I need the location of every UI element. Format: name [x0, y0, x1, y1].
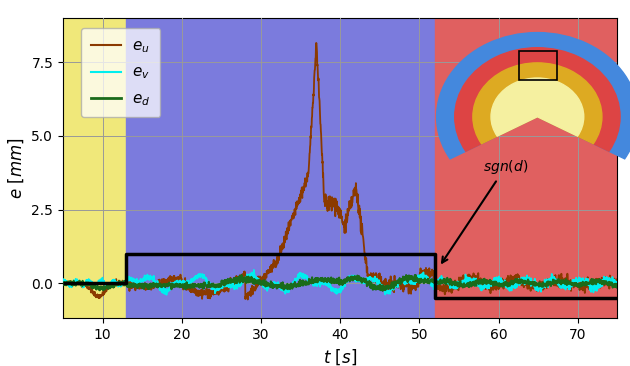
Bar	[63, 18, 127, 318]
Wedge shape	[455, 48, 620, 151]
X-axis label: $t\ [s]$: $t\ [s]$	[323, 348, 357, 366]
Wedge shape	[491, 78, 584, 136]
Text: $sgn(d)$: $sgn(d)$	[442, 158, 528, 263]
Bar	[435, 18, 617, 318]
Bar	[127, 18, 435, 318]
Wedge shape	[473, 63, 602, 144]
Wedge shape	[437, 33, 630, 159]
Legend: $e_u$, $e_v$, $e_d$: $e_u$, $e_v$, $e_d$	[81, 28, 160, 117]
Y-axis label: $e\ [mm]$: $e\ [mm]$	[6, 138, 26, 199]
